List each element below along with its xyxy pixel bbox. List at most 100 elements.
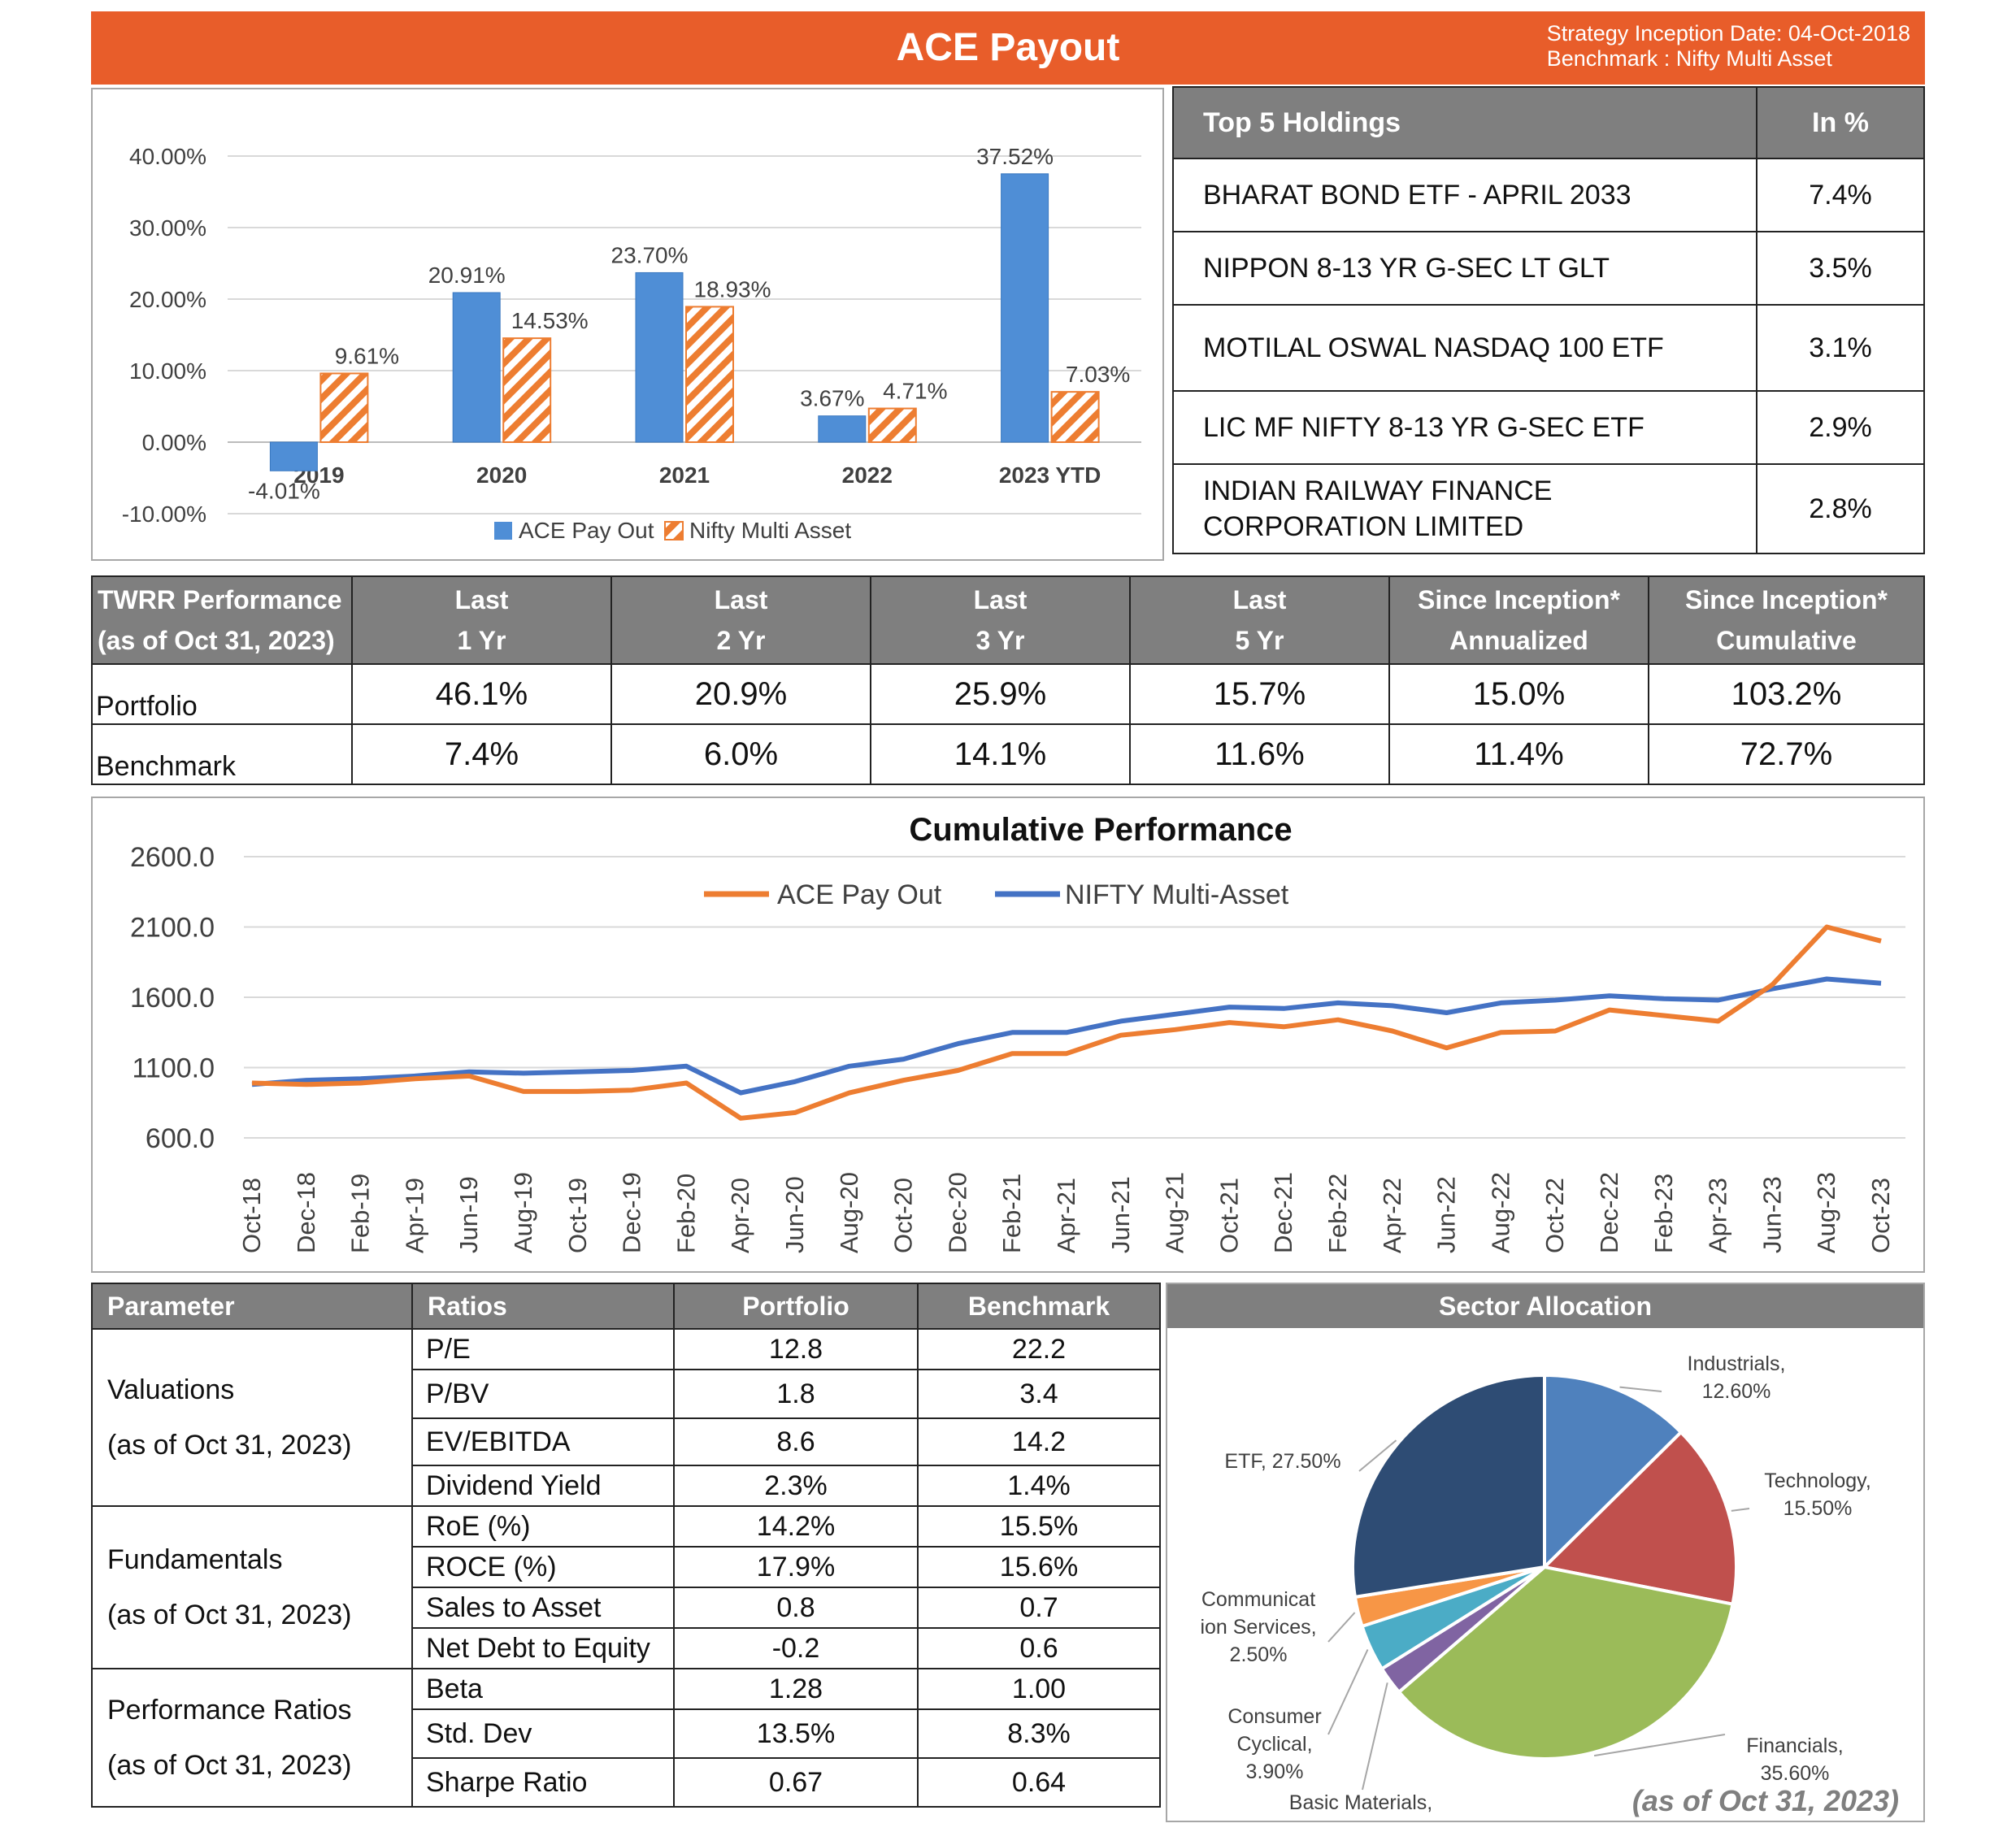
group-name: Performance Ratios [107, 1695, 352, 1726]
sector-allocation-chart: Industrials, 12.60% Technology, 15.50% Finan… [1200, 1352, 1899, 1832]
table-row: Sales to Asset 0.8 0.7 [92, 1587, 1161, 1629]
x-tick-label: Apr-20 [726, 1178, 754, 1253]
table-row: Valuations (as of Oct 31, 2023) P/E 12.8 … [91, 1328, 1161, 1507]
portfolio-value: 0.8 [673, 1587, 919, 1629]
y-tick-label: 1100.0 [133, 1053, 215, 1084]
leader-line [1327, 1612, 1356, 1643]
holding-pct: 7.4% [1756, 158, 1925, 232]
slice-label-line: 2.40% [1332, 1819, 1390, 1821]
y-tick-label: 40.00% [129, 144, 206, 169]
benchmark-value: 14.2 [917, 1417, 1161, 1466]
report-header: ACE Payout Strategy Inception Date: 04-O… [91, 11, 1925, 85]
holding-pct: 3.5% [1756, 231, 1925, 306]
holding-name: MOTILAL OSWAL NASDAQ 100 ETF [1172, 304, 1757, 392]
param-group-valuations: Valuations (as of Oct 31, 2023) [91, 1328, 413, 1507]
report-title: ACE Payout [896, 26, 1120, 69]
as-of-note: (as of Oct 31, 2023) [1632, 1784, 1899, 1817]
cumulative-chart-box: Cumulative Performance 2600.0 2100.0 1600.0… [91, 797, 1925, 1273]
bar-ace-payout [818, 415, 867, 443]
slice-label-line: ETF, 27.50% [1224, 1450, 1340, 1473]
ratio-name: ROCE (%) [411, 1546, 675, 1588]
col-since-inception-cumulative: Since Inception* Cumulative [1648, 575, 1925, 665]
table-row: LIC MF NIFTY 8-13 YR G-SEC ETF 2.9% [1172, 390, 1925, 465]
slice-label-line: Consumer [1227, 1705, 1321, 1728]
x-tick-label: 2022 [842, 462, 893, 488]
col-label: Last [714, 585, 768, 614]
ratio-name: Sharpe Ratio [411, 1757, 675, 1808]
bar-ace-payout [452, 292, 501, 443]
ratio-name: Sales to Asset [411, 1587, 675, 1629]
col-sub: 1 Yr [457, 626, 506, 655]
col-sub: 3 Yr [975, 626, 1025, 655]
table-cell: 6.0% [610, 723, 871, 785]
leader-line [1619, 1386, 1662, 1392]
benchmark-value: 0.6 [917, 1627, 1161, 1669]
data-label: 14.53% [511, 308, 589, 333]
ratio-name: Beta [411, 1668, 675, 1710]
x-tick-label: Jun-22 [1432, 1176, 1461, 1253]
col-label: Last [973, 585, 1028, 614]
ratio-name: RoE (%) [411, 1505, 675, 1548]
x-tick-label: Feb-22 [1323, 1174, 1352, 1253]
group-asof: (as of Oct 31, 2023) [107, 1430, 352, 1461]
annual-returns-chart: 40.00%30.00%20.00%10.00%0.00%-10.00%2019… [122, 144, 1141, 543]
x-tick-label: Dec-18 [292, 1172, 320, 1253]
portfolio-value: 13.5% [673, 1708, 919, 1759]
y-tick-label: -10.00% [122, 501, 206, 527]
line-ace-payout [251, 924, 1882, 1121]
portfolio-value: 8.6 [673, 1417, 919, 1466]
slice-label-line: 2.50% [1230, 1643, 1288, 1666]
col-label: Last [1232, 585, 1287, 614]
holding-pct: 3.1% [1756, 304, 1925, 392]
col-last-1yr: Last 1 Yr [351, 575, 612, 665]
parameters-table: Parameter Ratios Portfolio Benchmark Val… [91, 1283, 1161, 1808]
x-tick-label: Apr-22 [1378, 1178, 1406, 1253]
x-tick-label: Jun-20 [780, 1176, 809, 1253]
x-tick-label: Oct-21 [1214, 1178, 1243, 1253]
portfolio-value: -0.2 [673, 1627, 919, 1669]
twrr-header: TWRR Performance (as of Oct 31, 2023) [91, 575, 353, 665]
data-label: -4.01% [248, 478, 320, 503]
slice-label-line: Communicat [1201, 1588, 1315, 1611]
slice-label: Technology, 15.50% [1764, 1470, 1871, 1520]
portfolio-value: 2.3% [673, 1465, 919, 1507]
portfolio-value: 0.67 [673, 1757, 919, 1808]
ratio-name: Dividend Yield [411, 1465, 675, 1507]
portfolio-value: 12.8 [673, 1328, 919, 1370]
group-asof: (as of Oct 31, 2023) [107, 1600, 352, 1630]
slice-label-line: 3.90% [1246, 1760, 1304, 1783]
portfolio-value: 1.28 [673, 1668, 919, 1710]
table-row: Performance Ratios (as of Oct 31, 2023) B… [91, 1668, 1161, 1808]
data-label: 20.91% [428, 263, 506, 288]
y-tick-label: 2600.0 [130, 842, 215, 873]
data-label: 23.70% [611, 242, 689, 267]
col-benchmark: Benchmark [917, 1283, 1161, 1330]
portfolio-value: 17.9% [673, 1546, 919, 1588]
x-tick-label: Aug-23 [1812, 1172, 1840, 1253]
x-tick-label: Apr-23 [1704, 1178, 1732, 1253]
annual-returns-chart-box: 40.00% 30.00% 20.00% 10.00% 0.00% -10.00% 2019… [91, 88, 1164, 561]
x-tick-label: Dec-22 [1595, 1172, 1623, 1253]
cumulative-performance-chart: Cumulative Performance 2600.0 2100.0 1600.0… [130, 812, 1905, 1253]
line-nifty-multi-asset [251, 976, 1882, 1096]
table-cell: 14.1% [870, 723, 1131, 785]
table-cell: 103.2% [1648, 663, 1925, 725]
col-label: Since Inception* [1418, 585, 1620, 614]
x-tick-label: Dec-21 [1269, 1172, 1297, 1253]
x-tick-label: Feb-20 [671, 1174, 700, 1253]
x-tick-label: Apr-19 [400, 1178, 428, 1253]
table-cell: 25.9% [870, 663, 1131, 725]
table-row: Net Debt to Equity -0.2 0.6 [92, 1627, 1161, 1669]
table-cell: 7.4% [351, 723, 612, 785]
holdings-col-pct: In % [1756, 86, 1925, 159]
y-tick-label: 600.0 [146, 1123, 215, 1154]
leader-line [1327, 1649, 1369, 1735]
bar-ace-payout [635, 271, 684, 443]
table-row: Portfolio 46.1% 20.9% 25.9% 15.7% 15.0% … [91, 663, 1925, 725]
group-name: Fundamentals [107, 1544, 283, 1575]
x-tick-label: 2021 [659, 462, 710, 488]
col-since-inception-annualized: Since Inception* Annualized [1388, 575, 1649, 665]
benchmark-value: 8.3% [917, 1708, 1161, 1759]
x-tick-label: Oct-22 [1540, 1178, 1569, 1253]
y-tick-label: 20.00% [129, 287, 206, 312]
